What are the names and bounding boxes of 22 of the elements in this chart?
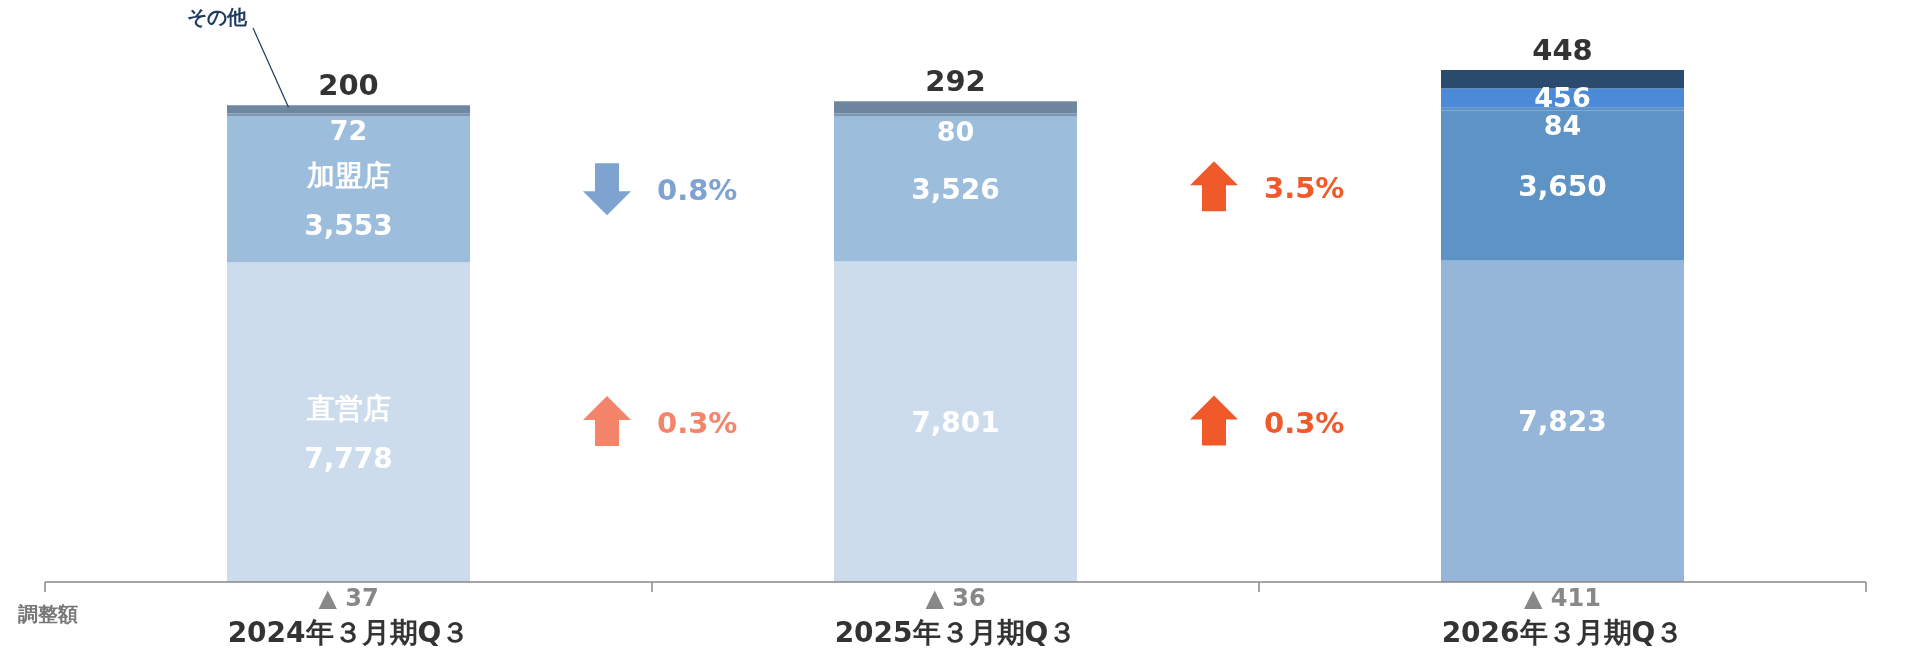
data-label: 72 [329, 115, 368, 147]
annotation: 0.3% [1264, 405, 1345, 440]
data-label: 7,823 [1518, 405, 1607, 439]
data-label: 448 [1532, 33, 1593, 67]
annotation: 3.5% [1264, 171, 1345, 206]
text: その他 [187, 5, 248, 29]
text: ▲ 411 [1524, 584, 1601, 612]
text: ▲ 37 [318, 584, 379, 612]
data-label: 3,553 [304, 209, 393, 243]
x-tick-label: 2025年３月期Q３ [834, 616, 1077, 649]
data-label: 3,650 [1518, 169, 1607, 203]
data-label: 292 [925, 64, 986, 99]
data-label: 3,526 [911, 173, 1000, 207]
annotation: 0.8% [657, 173, 738, 208]
x-tick-label: 2026年３月期Q３ [1441, 616, 1684, 649]
data-label: 200 [318, 68, 379, 103]
text: ▲ 36 [925, 584, 986, 612]
series-label: 加盟店 [305, 159, 391, 193]
annotation: 0.3% [657, 405, 738, 440]
data-label: 80 [936, 115, 975, 147]
x-tick-label: 2024年３月期Q３ [227, 616, 470, 649]
text: 調整額 [18, 602, 78, 626]
